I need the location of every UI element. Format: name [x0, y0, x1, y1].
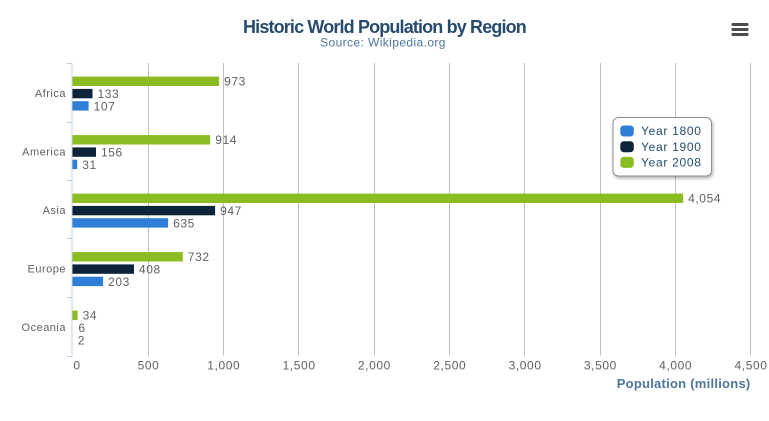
- svg-text:107: 107: [94, 99, 116, 113]
- svg-text:6: 6: [78, 321, 85, 335]
- svg-text:732: 732: [188, 250, 210, 264]
- svg-text:0: 0: [73, 359, 80, 373]
- svg-text:500: 500: [138, 359, 160, 373]
- svg-text:America: America: [22, 146, 66, 158]
- svg-text:Historic World Population by R: Historic World Population by Region: [243, 17, 526, 37]
- svg-text:973: 973: [224, 75, 246, 89]
- svg-text:4,000: 4,000: [659, 359, 692, 373]
- svg-text:Africa: Africa: [35, 88, 67, 100]
- svg-text:34: 34: [83, 309, 98, 323]
- svg-text:Europe: Europe: [28, 263, 66, 275]
- svg-text:4,500: 4,500: [734, 359, 767, 373]
- svg-text:1,000: 1,000: [207, 359, 240, 373]
- svg-text:Asia: Asia: [43, 205, 67, 217]
- svg-text:156: 156: [101, 146, 123, 160]
- svg-text:2,000: 2,000: [358, 359, 391, 373]
- svg-text:Source: Wikipedia.org: Source: Wikipedia.org: [320, 36, 446, 50]
- svg-text:Year 1800: Year 1800: [641, 124, 702, 138]
- svg-text:Oceania: Oceania: [22, 322, 67, 334]
- svg-text:1,500: 1,500: [283, 359, 316, 373]
- svg-text:203: 203: [108, 275, 130, 289]
- svg-text:635: 635: [173, 216, 195, 230]
- svg-text:Year 1900: Year 1900: [641, 140, 702, 154]
- svg-text:3,000: 3,000: [509, 359, 542, 373]
- svg-text:408: 408: [139, 263, 161, 277]
- svg-text:31: 31: [82, 158, 97, 172]
- svg-text:3,500: 3,500: [584, 359, 617, 373]
- svg-text:Population (millions): Population (millions): [617, 376, 751, 391]
- svg-text:914: 914: [215, 133, 237, 147]
- svg-text:2: 2: [78, 333, 85, 347]
- svg-text:133: 133: [98, 87, 120, 101]
- svg-text:4,054: 4,054: [688, 192, 721, 206]
- svg-text:947: 947: [220, 204, 242, 218]
- svg-text:2,500: 2,500: [433, 359, 466, 373]
- svg-text:Year 2008: Year 2008: [641, 156, 702, 170]
